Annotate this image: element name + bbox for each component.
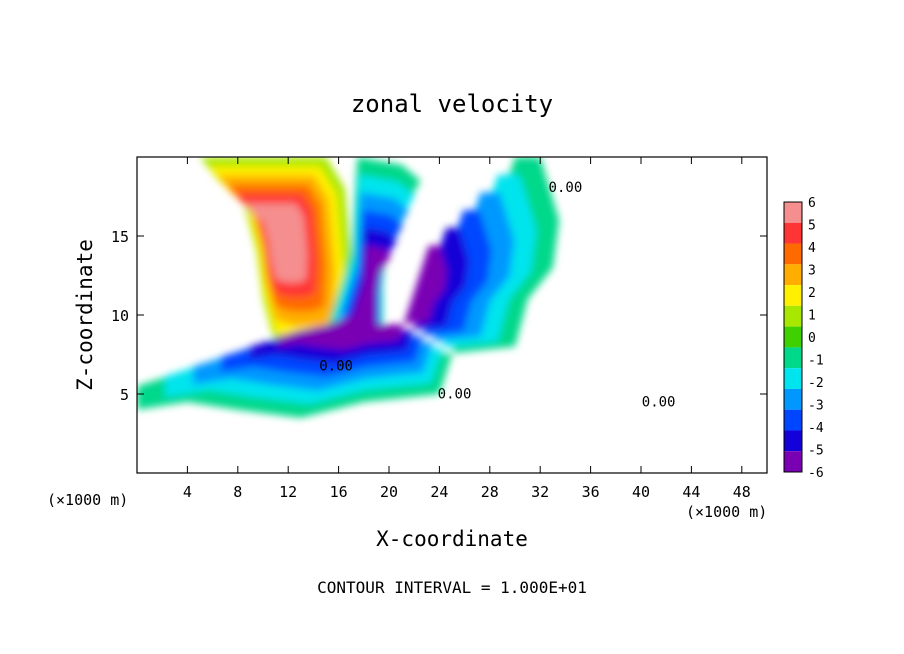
colorbar-label: 5 (808, 219, 816, 234)
colorbar-swatch (784, 326, 802, 348)
x-tick-label: 44 (682, 483, 700, 501)
colorbar-swatch (784, 305, 802, 327)
colorbar-label: 0 (808, 331, 816, 346)
contour-label: 0.00 (642, 395, 676, 411)
y-axis-label: Z-coordinate (73, 239, 97, 391)
field-band-2-level-m5 (249, 227, 469, 364)
colorbar-swatch (784, 202, 802, 223)
x-unit-left: (×1000 m) (47, 491, 128, 509)
x-tick-label: 36 (582, 483, 600, 501)
colorbar-label: 6 (808, 196, 816, 211)
x-tick-label: 24 (430, 483, 448, 501)
colorbar-swatch (784, 388, 802, 410)
colorbar-label: -1 (808, 354, 824, 369)
contour-label: 0.00 (319, 358, 353, 374)
colorbar-label: -3 (808, 399, 824, 414)
x-tick-label: 16 (330, 483, 348, 501)
x-tick-label: 48 (733, 483, 751, 501)
x-tick-label: 8 (233, 483, 242, 501)
chart-title: zonal velocity (351, 90, 553, 118)
colorbar-swatch (784, 222, 802, 244)
x-axis-label: X-coordinate (376, 527, 528, 551)
colorbar-label: 2 (808, 286, 816, 301)
colorbar-label: 1 (808, 309, 816, 324)
colorbar-swatch (784, 430, 802, 452)
x-tick-label: 32 (531, 483, 549, 501)
colorbar-frame (783, 201, 803, 473)
colorbar-label: -4 (808, 421, 824, 436)
colorbar-label: 3 (808, 264, 816, 279)
colorbar-swatch (784, 451, 802, 472)
colorbar-swatch (784, 285, 802, 306)
colorbar-label: -6 (808, 466, 824, 481)
y-tick-label: 10 (111, 307, 129, 325)
colorbar-label: 4 (808, 241, 816, 256)
colorbar: 6 5 4 3 2 1 0 -1 -2 -3 -4 -5 -6 (783, 196, 824, 481)
field-band-2-level-m6 (277, 245, 447, 350)
colorbar-label: -5 (808, 444, 824, 459)
x-tick-label: 40 (632, 483, 650, 501)
colorbar-label: -2 (808, 376, 824, 391)
x-tick-label: 4 (183, 483, 192, 501)
x-tick-label: 28 (481, 483, 499, 501)
colorbar-swatch (784, 409, 802, 431)
colorbar-swatch (784, 243, 802, 265)
colorbar-swatch (784, 368, 802, 389)
y-tick-label: 15 (111, 228, 129, 246)
x-unit-right: (×1000 m) (686, 503, 767, 521)
x-tick-label: 20 (380, 483, 398, 501)
colorbar-swatch (784, 347, 802, 369)
colorbar-swatch (784, 264, 802, 286)
contour-label: 0.00 (549, 180, 583, 196)
y-tick-label: 5 (120, 386, 129, 404)
contour-label: 0.00 (438, 387, 472, 403)
contour-interval-note: CONTOUR INTERVAL = 1.000E+01 (317, 578, 587, 597)
x-tick-label: 12 (279, 483, 297, 501)
field-band-1-level-6 (243, 203, 308, 283)
velocity-field: 0.00 0.00 0.00 0.00 (137, 157, 675, 418)
